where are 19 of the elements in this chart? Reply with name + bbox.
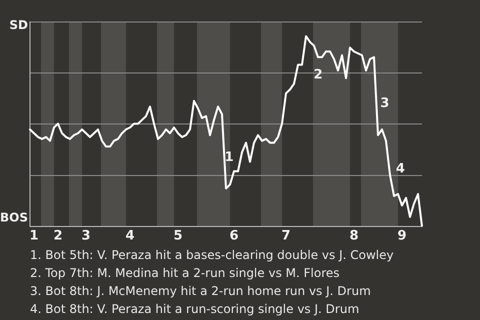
annotation: 1: [224, 150, 234, 165]
x-tick-label: 1: [29, 228, 39, 244]
text: BOS: [0, 210, 28, 225]
text: 2. Top 7th: M. Medina hit a 2-run single vs M. Flores: [30, 265, 340, 282]
x-tick-label: 5: [173, 228, 183, 244]
x-tick-label: 3: [81, 228, 91, 244]
x-tick-label: 6: [229, 228, 239, 244]
x-tick-label: 8: [349, 228, 359, 244]
x-tick-label: 9: [397, 228, 407, 244]
x-tick-label: 2: [53, 228, 63, 244]
text: SD: [9, 18, 28, 32]
x-tick-label: 7: [281, 228, 291, 244]
text: 4. Bot 8th: V. Peraza hit a run-scoring single vs J. Drum: [30, 301, 360, 318]
annotation: 4: [396, 162, 405, 177]
annotation: 2: [314, 68, 323, 83]
text: 3. Bot 8th: J. McMenemy hit a 2-run home run vs J. Drum: [30, 283, 372, 300]
x-tick-label: 4: [125, 228, 135, 244]
annotation: 3: [380, 96, 390, 112]
text: 1. Bot 5th: V. Peraza hit a bases-clearing double vs J. Cowley: [30, 247, 395, 264]
